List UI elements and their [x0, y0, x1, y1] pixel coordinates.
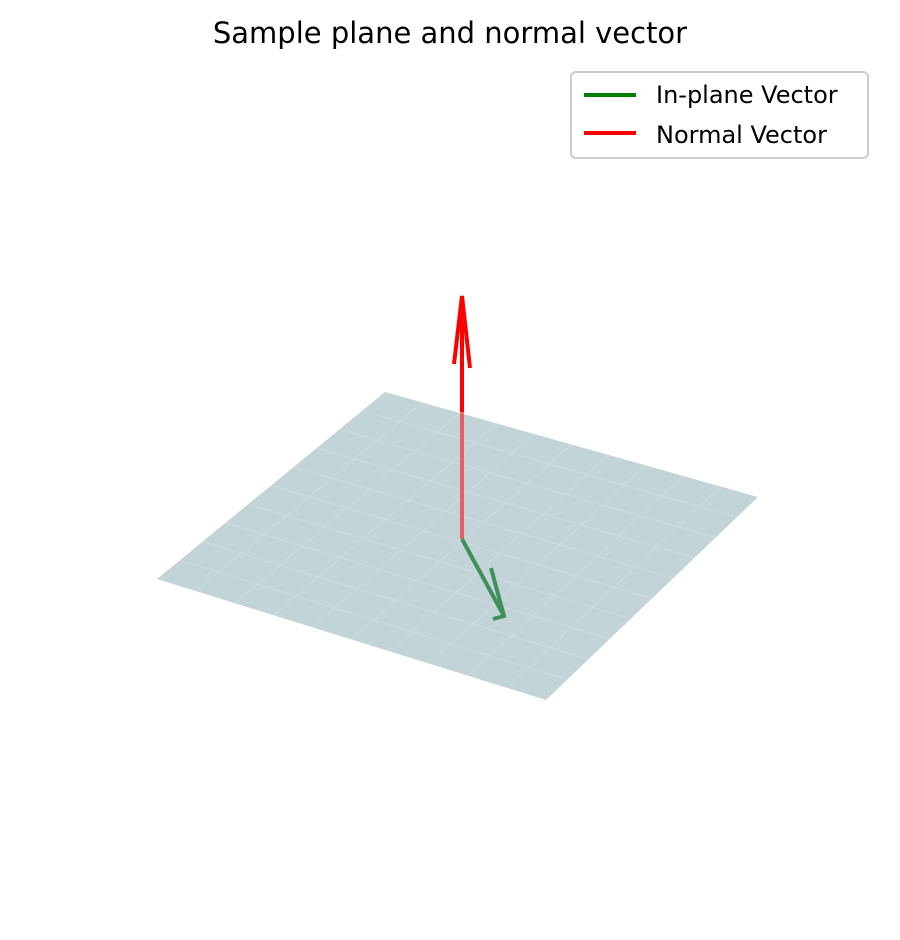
chart-title: Sample plane and normal vector — [213, 16, 687, 50]
legend-label-normal-vector: Normal Vector — [656, 121, 827, 149]
plane-grid-line — [202, 541, 589, 660]
legend-label-in-plane-vector: In-plane Vector — [656, 81, 838, 109]
plane-grid-line — [506, 486, 722, 689]
plane-grid-line — [316, 447, 695, 559]
plane-grid-line — [225, 522, 610, 640]
plane-grid-line — [339, 428, 716, 539]
plane-grid-line — [293, 466, 674, 579]
plane-grid-line — [234, 412, 460, 604]
legend-frame — [570, 71, 869, 159]
plane-grid — [179, 402, 737, 689]
plane-grid-line — [390, 454, 610, 652]
normal-vector-arrowhead — [452, 295, 472, 369]
in-plane-vector-arrowhead — [489, 567, 507, 621]
plane-grid-line — [179, 559, 568, 681]
plane-grid-line — [273, 423, 498, 616]
legend: In-plane Vector Normal Vector — [570, 71, 869, 159]
plane-grid-line — [428, 465, 647, 665]
plane-grid-line — [195, 402, 423, 592]
plane-grid-line — [467, 475, 684, 677]
plane-surface — [157, 392, 758, 700]
plane-grid-line — [248, 503, 631, 620]
plane-grid-line — [362, 410, 737, 518]
in-plane-vector-shaft — [460, 538, 506, 617]
plot-area — [157, 295, 758, 700]
plane-grid-line — [312, 433, 535, 628]
